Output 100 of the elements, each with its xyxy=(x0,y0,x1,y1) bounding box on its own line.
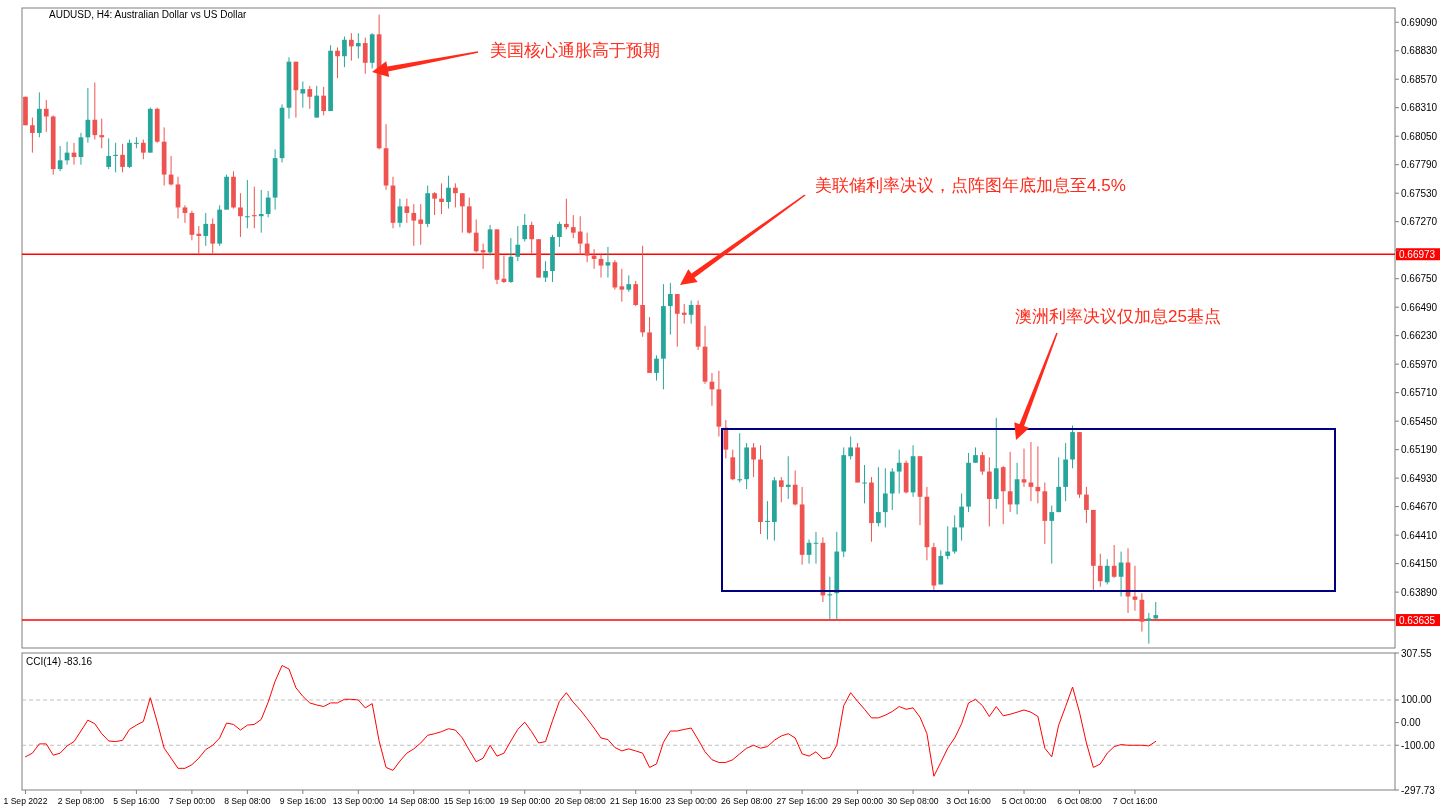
chart-title: CCI(14) -83.16 xyxy=(26,655,93,667)
candlestick xyxy=(668,282,673,336)
candlestick xyxy=(654,354,659,382)
candlestick xyxy=(418,203,424,246)
candlestick xyxy=(300,80,306,109)
candlestick xyxy=(598,254,604,279)
candlestick xyxy=(737,432,743,484)
candlestick xyxy=(765,500,770,541)
y-tick-label: 0.64410 xyxy=(1401,529,1438,541)
candlestick xyxy=(1084,486,1089,524)
candlestick xyxy=(43,99,49,133)
x-tick-label: 5 Sep 16:00 xyxy=(113,796,160,806)
y-tick-label: 0.00 xyxy=(1401,717,1421,729)
y-tick-label: 307.55 xyxy=(1401,647,1433,659)
candlestick xyxy=(959,492,964,542)
y-tick-label: -100.00 xyxy=(1401,739,1436,751)
x-tick-label: 21 Sep 16:00 xyxy=(610,796,662,806)
candlestick xyxy=(106,137,112,170)
line-series xyxy=(24,665,1157,777)
candlestick xyxy=(980,451,985,476)
candlestick xyxy=(1132,565,1138,612)
candlestick xyxy=(633,280,639,307)
ref-line-label: 0.63635 xyxy=(1399,614,1436,626)
candlestick xyxy=(182,204,188,224)
candlestick xyxy=(619,268,625,303)
x-tick-label: 7 Oct 16:00 xyxy=(1112,796,1158,806)
y-tick-label: 0.67790 xyxy=(1401,159,1438,171)
x-tick-label: 26 Sep 08:00 xyxy=(721,796,773,806)
candlestick xyxy=(99,118,105,149)
candlestick xyxy=(674,293,680,348)
candlestick xyxy=(362,37,368,75)
candlestick xyxy=(1104,558,1110,585)
candlestick xyxy=(605,246,611,279)
candlestick xyxy=(314,85,320,119)
y-tick-label: -297.73 xyxy=(1401,784,1436,796)
annotation: 澳洲利率决议仅加息25基点 xyxy=(1015,306,1221,326)
x-tick-label: 14 Sep 08:00 xyxy=(388,796,440,806)
x-tick-label: 5 Oct 00:00 xyxy=(1001,796,1047,806)
x-tick-label: 8 Sep 08:00 xyxy=(224,796,271,806)
candlestick xyxy=(355,32,361,59)
candlestick xyxy=(577,215,583,256)
y-tick-label: 0.68830 xyxy=(1401,45,1438,57)
candlestick xyxy=(210,217,216,254)
candlestick xyxy=(896,449,902,494)
candlestick xyxy=(439,182,444,215)
y-tick-label: 0.65970 xyxy=(1401,358,1438,370)
x-tick-label: 15 Sep 16:00 xyxy=(443,796,496,806)
candlestick xyxy=(1146,612,1152,645)
candlestick xyxy=(432,191,437,216)
x-tick-label: 1 Sep 2022 xyxy=(3,796,48,806)
candlestick xyxy=(785,455,791,500)
candlestick xyxy=(730,449,736,481)
candlestick xyxy=(321,86,326,116)
candlestick xyxy=(196,225,202,254)
x-tick-label: 23 Sep 00:00 xyxy=(665,796,717,806)
candlestick xyxy=(404,198,410,224)
y-tick-label: 0.69090 xyxy=(1401,16,1438,28)
candlestick xyxy=(882,467,888,528)
candlestick xyxy=(446,175,451,210)
candlestick xyxy=(349,32,354,62)
x-tick-label: 2 Sep 08:00 xyxy=(57,796,105,806)
y-tick-label: 0.66230 xyxy=(1401,330,1438,342)
candlestick xyxy=(827,576,833,621)
x-tick-label: 7 Sep 00:00 xyxy=(168,796,216,806)
candlestick xyxy=(453,182,458,208)
y-tick-label: 0.64150 xyxy=(1401,558,1438,570)
candlestick xyxy=(862,464,867,504)
annotation: 美国核心通胀高于预期 xyxy=(490,40,660,60)
candlestick xyxy=(307,85,313,110)
candlestick xyxy=(945,525,951,560)
candlestick xyxy=(543,260,548,283)
y-tick-label: 100.00 xyxy=(1401,694,1433,706)
candlestick xyxy=(688,300,694,325)
candlestick xyxy=(848,435,854,461)
candlestick xyxy=(258,189,264,234)
candlestick xyxy=(1021,448,1027,488)
x-tick-label: 6 Oct 08:00 xyxy=(1057,796,1102,806)
candlestick xyxy=(876,466,881,527)
candlestick xyxy=(342,35,347,68)
candlestick xyxy=(1097,553,1103,588)
y-tick-label: 0.67530 xyxy=(1401,187,1438,199)
candlestick xyxy=(522,213,528,242)
candlestick xyxy=(335,46,340,79)
candlestick xyxy=(584,232,590,263)
candlestick xyxy=(1049,505,1055,565)
candlestick xyxy=(570,214,576,239)
x-tick-label: 30 Sep 08:00 xyxy=(887,796,939,806)
candlestick xyxy=(1007,451,1013,513)
candlestick xyxy=(473,219,479,253)
y-tick-label: 0.68310 xyxy=(1401,102,1438,114)
candlestick xyxy=(889,467,895,511)
y-tick-label: 0.65710 xyxy=(1401,387,1438,399)
y-tick-label: 0.64670 xyxy=(1401,501,1438,513)
candlestick xyxy=(778,476,784,503)
x-tick-label: 3 Oct 16:00 xyxy=(946,796,991,806)
x-tick-label: 13 Sep 00:00 xyxy=(332,796,385,806)
y-tick-label: 0.65190 xyxy=(1401,444,1438,456)
candlestick xyxy=(751,442,756,478)
y-tick-label: 0.64930 xyxy=(1401,472,1438,484)
candlestick xyxy=(529,221,535,254)
